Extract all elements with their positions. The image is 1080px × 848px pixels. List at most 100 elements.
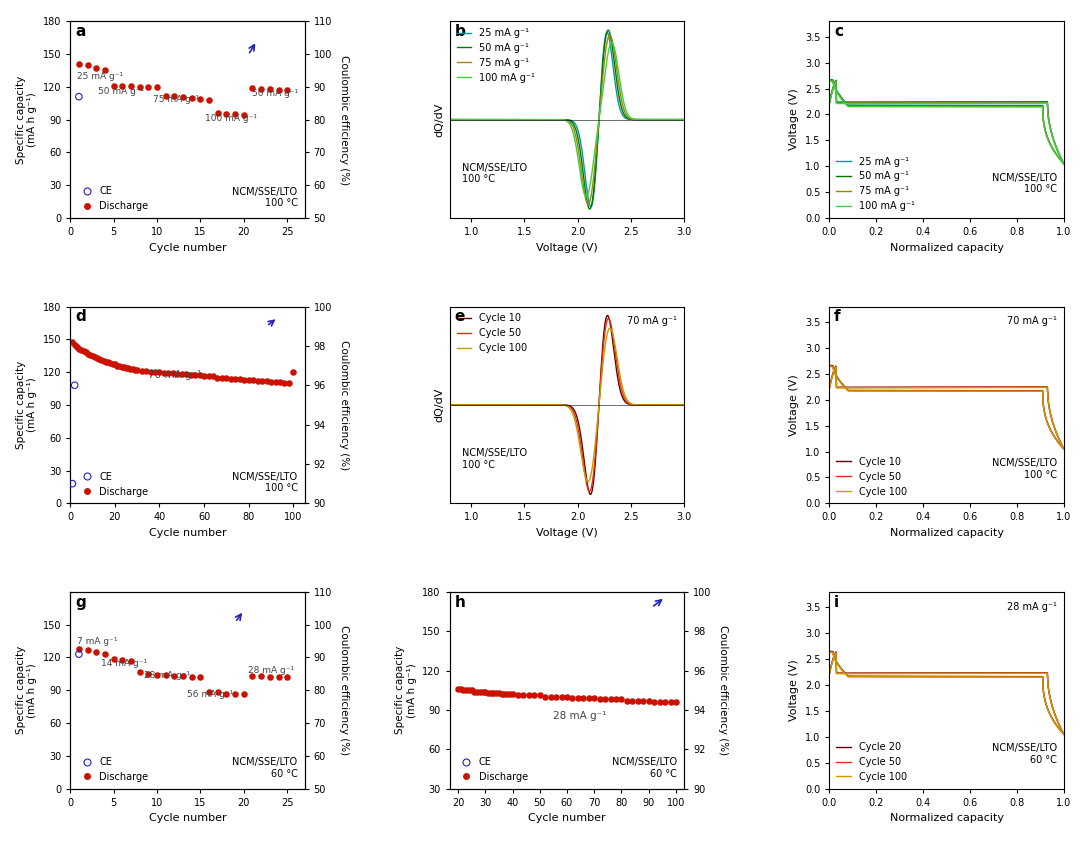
100 mA g⁻¹ — [555, 114, 568, 125]
Cycle 10 — [677, 400, 690, 410]
Point — [97, 355, 114, 369]
Point — [662, 695, 679, 709]
Point — [449, 682, 467, 695]
Point — [218, 371, 235, 384]
Point — [253, 82, 270, 96]
X-axis label: Cycle number: Cycle number — [528, 813, 606, 823]
Point — [285, 365, 302, 379]
Point — [177, 367, 194, 381]
Point — [657, 695, 674, 709]
Point — [501, 688, 518, 701]
Cycle 50 — [583, 486, 596, 496]
100 mA g⁻¹ — [673, 114, 686, 125]
Point — [235, 373, 253, 387]
Point — [96, 448, 113, 461]
Point — [218, 687, 235, 700]
75 mA g⁻¹ — [636, 114, 649, 125]
Point — [102, 357, 119, 371]
50 mA g⁻¹ — [583, 204, 596, 214]
Y-axis label: Coulombic efficiency (%): Coulombic efficiency (%) — [339, 54, 349, 185]
75 mA g⁻¹ — [444, 114, 457, 125]
Line: 100 mA g⁻¹: 100 mA g⁻¹ — [450, 42, 684, 197]
Point — [187, 369, 204, 382]
Point — [139, 460, 157, 474]
25 mA g⁻¹ — [556, 114, 569, 125]
Point — [168, 367, 186, 381]
Point — [164, 366, 181, 380]
Point — [471, 685, 488, 699]
Point — [191, 369, 208, 382]
Point — [271, 375, 288, 388]
Point — [281, 377, 298, 390]
Text: 100 mA g⁻¹: 100 mA g⁻¹ — [205, 114, 257, 123]
25 mA g⁻¹ — [636, 114, 649, 125]
Cycle 100 — [581, 477, 594, 487]
Point — [79, 464, 96, 477]
Point — [210, 457, 227, 471]
Point — [244, 669, 261, 683]
Point — [148, 80, 165, 93]
Cycle 100 — [636, 400, 649, 410]
Text: 70 mA g⁻¹: 70 mA g⁻¹ — [1007, 316, 1056, 326]
Cycle 10 — [555, 400, 568, 410]
Point — [474, 685, 491, 699]
Point — [139, 80, 157, 93]
Text: NCM/SSE/LTO
100 °C: NCM/SSE/LTO 100 °C — [991, 173, 1056, 194]
Legend: CE, Discharge: CE, Discharge — [76, 470, 150, 499]
Point — [487, 686, 504, 700]
25 mA g⁻¹ — [555, 114, 568, 125]
50 mA g⁻¹ — [556, 114, 569, 125]
Cycle 100 — [444, 400, 457, 410]
Text: 50 mA g⁻¹: 50 mA g⁻¹ — [98, 87, 145, 97]
25 mA g⁻¹ — [583, 198, 596, 209]
X-axis label: Normalized capacity: Normalized capacity — [890, 243, 1003, 253]
Point — [591, 693, 608, 706]
Point — [137, 365, 154, 378]
Point — [504, 688, 522, 701]
Text: NCM/SSE/LTO
100 °C: NCM/SSE/LTO 100 °C — [461, 163, 527, 185]
Legend: Cycle 10, Cycle 50, Cycle 100: Cycle 10, Cycle 50, Cycle 100 — [835, 455, 908, 499]
Text: i: i — [834, 594, 839, 610]
Point — [537, 690, 554, 704]
Cycle 100 — [555, 400, 568, 410]
Legend: 25 mA g⁻¹, 50 mA g⁻¹, 75 mA g⁻¹, 100 mA g⁻¹: 25 mA g⁻¹, 50 mA g⁻¹, 75 mA g⁻¹, 100 mA … — [455, 26, 537, 85]
Point — [110, 359, 127, 372]
Cycle 100 — [677, 400, 690, 410]
Point — [482, 686, 499, 700]
Point — [82, 348, 99, 361]
Point — [558, 690, 576, 704]
X-axis label: Voltage (V): Voltage (V) — [536, 528, 598, 538]
Text: f: f — [834, 310, 840, 325]
Point — [469, 685, 486, 699]
Text: 70 mA g⁻¹: 70 mA g⁻¹ — [627, 316, 677, 326]
Point — [279, 454, 296, 467]
Point — [231, 372, 248, 386]
Text: 28 mA g⁻¹: 28 mA g⁻¹ — [1007, 602, 1056, 611]
75 mA g⁻¹ — [581, 199, 594, 209]
Point — [270, 671, 287, 684]
Text: h: h — [455, 594, 465, 610]
Point — [148, 668, 165, 682]
Point — [553, 690, 570, 704]
75 mA g⁻¹ — [570, 135, 583, 145]
Point — [515, 689, 532, 702]
Text: NCM/SSE/LTO
100 °C: NCM/SSE/LTO 100 °C — [461, 449, 527, 470]
Text: NCM/SSE/LTO
100 °C: NCM/SSE/LTO 100 °C — [232, 471, 297, 494]
Point — [607, 693, 624, 706]
Point — [174, 669, 191, 683]
Point — [244, 373, 261, 387]
Point — [126, 363, 144, 377]
Cycle 50 — [570, 416, 583, 427]
Point — [227, 687, 244, 700]
Legend: Cycle 10, Cycle 50, Cycle 100: Cycle 10, Cycle 50, Cycle 100 — [455, 311, 529, 355]
Cycle 100 — [556, 400, 569, 410]
Point — [70, 57, 87, 70]
50 mA g⁻¹ — [677, 114, 690, 125]
Text: NCM/SSE/LTO
60 °C: NCM/SSE/LTO 60 °C — [612, 757, 677, 778]
Point — [244, 81, 261, 95]
Text: 28 mA g⁻¹: 28 mA g⁻¹ — [553, 711, 607, 721]
Line: 75 mA g⁻¹: 75 mA g⁻¹ — [450, 35, 684, 204]
Point — [270, 454, 287, 467]
100 mA g⁻¹ — [570, 144, 583, 154]
Text: NCM/SSE/LTO
60 °C: NCM/SSE/LTO 60 °C — [232, 757, 297, 778]
